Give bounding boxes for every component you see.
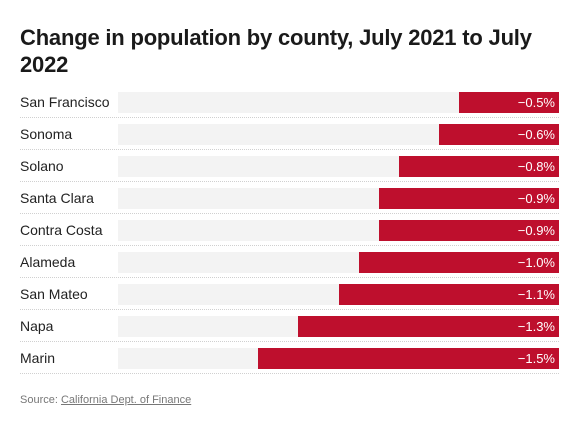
data-label: −1.3% [517, 319, 555, 334]
category-label: San Francisco [20, 94, 110, 110]
category-label: Santa Clara [20, 190, 94, 206]
bar-track: −1.5% [118, 348, 559, 369]
bar: −1.5% [258, 348, 559, 369]
row-divider [20, 277, 559, 278]
bar: −0.6% [438, 124, 559, 145]
row-divider [20, 213, 559, 214]
bar-track: −1.1% [118, 284, 559, 305]
data-label: −0.9% [517, 223, 555, 238]
row-divider [20, 341, 559, 342]
bar: −1.0% [358, 252, 559, 273]
category-label: Solano [20, 158, 64, 174]
bar-track: −0.9% [118, 188, 559, 209]
bar-row: Marin −1.5% [0, 342, 571, 374]
bar-row: Contra Costa −0.9% [0, 214, 571, 246]
bar-row: Alameda −1.0% [0, 246, 571, 278]
bar-row: San Mateo −1.1% [0, 278, 571, 310]
source-prefix: Source: [20, 394, 58, 406]
bar-track: −0.8% [118, 156, 559, 177]
row-divider [20, 373, 559, 374]
bar: −0.5% [458, 92, 559, 113]
data-label: −0.8% [517, 159, 555, 174]
category-label: Sonoma [20, 126, 73, 142]
bar: −0.9% [378, 188, 559, 209]
category-label: San Mateo [20, 286, 88, 302]
bar-track: −0.9% [118, 220, 559, 241]
bar-row: Santa Clara −0.9% [0, 182, 571, 214]
row-divider [20, 117, 559, 118]
data-label: −0.6% [517, 127, 555, 142]
bar: −0.8% [398, 156, 559, 177]
bar-row: Sonoma −0.6% [0, 118, 571, 150]
bar-track: −1.0% [118, 252, 559, 273]
bar-row: Solano −0.8% [0, 150, 571, 182]
category-label: Alameda [20, 254, 76, 270]
bar: −1.1% [338, 284, 559, 305]
category-label: Contra Costa [20, 222, 103, 238]
bar-row: San Francisco −0.5% [0, 86, 571, 118]
category-label: Napa [20, 318, 54, 334]
row-divider [20, 309, 559, 310]
source-link[interactable]: California Dept. of Finance [60, 394, 192, 406]
bar-track: −0.6% [118, 124, 559, 145]
chart-title: Change in population by county, July 202… [20, 25, 532, 77]
bar: −1.3% [298, 316, 559, 337]
data-label: −0.5% [517, 95, 555, 110]
data-label: −1.1% [517, 287, 555, 302]
data-label: −1.0% [517, 255, 555, 270]
bar-rows: San Francisco −0.5% Sonoma −0.6% Solano −0.8%… [0, 86, 571, 374]
bar: −0.9% [378, 220, 559, 241]
row-divider [20, 149, 559, 150]
bar-row: Napa −1.3% [0, 310, 571, 342]
bar-track: −1.3% [118, 316, 559, 337]
category-label: Marin [20, 350, 56, 366]
bar-track: −0.5% [118, 92, 559, 113]
row-divider [20, 245, 559, 246]
source-note: Source: California Dept. of Finance [20, 394, 191, 406]
data-label: −0.9% [517, 191, 555, 206]
row-divider [20, 181, 559, 182]
data-label: −1.5% [517, 351, 555, 366]
